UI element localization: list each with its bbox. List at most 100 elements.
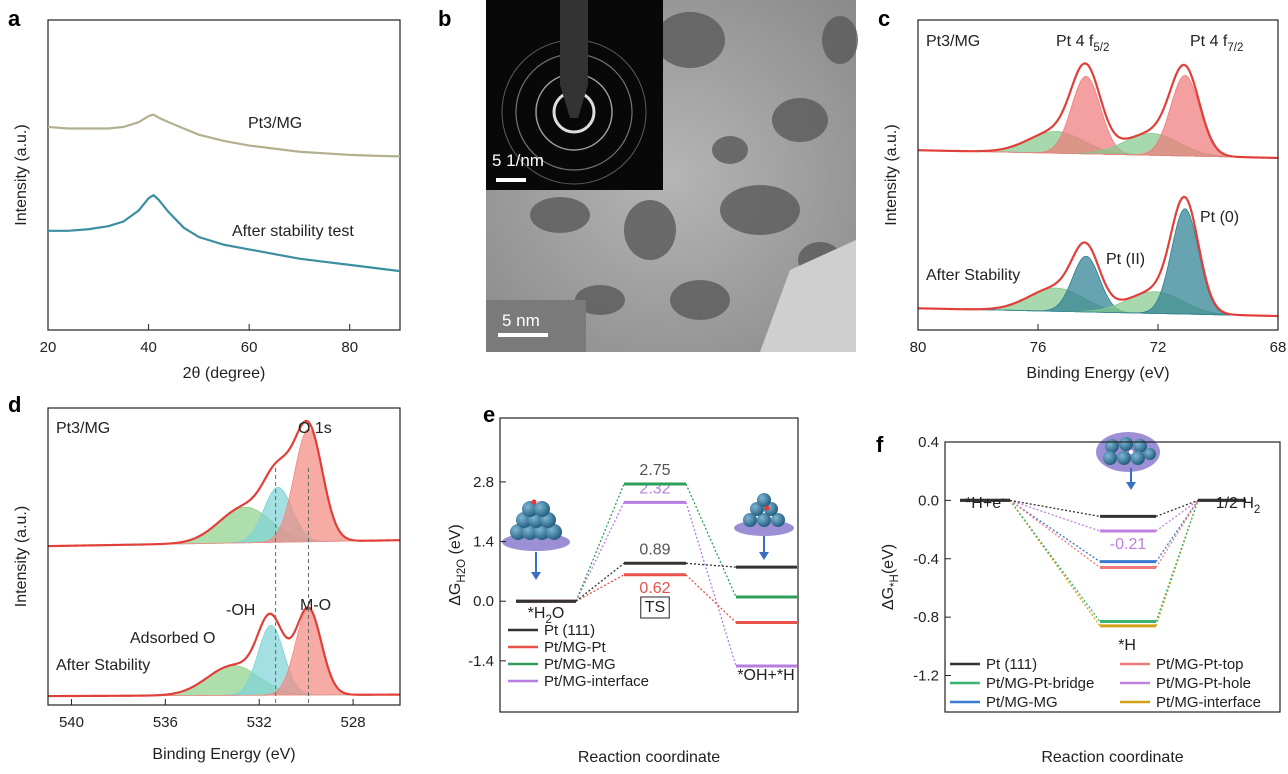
connector (1009, 499, 1101, 569)
stage-label-part: 2 (545, 614, 551, 626)
connector (685, 483, 737, 598)
x-tick-label: 60 (241, 339, 258, 356)
annotation-part: Adsorbed O (130, 630, 215, 647)
annotation: M-O (300, 597, 331, 614)
series-label: After stability test (232, 223, 354, 240)
connector (575, 483, 625, 602)
value-label: -0.21 (1110, 536, 1147, 553)
connector (1155, 500, 1199, 568)
y-axis-label: Intensity (a.u.) (13, 124, 30, 225)
annotation: O 1s (298, 420, 332, 437)
y-tick-label: -1.4 (468, 653, 494, 670)
annotation-part: Pt3/MG (56, 420, 110, 437)
axes-frame (917, 19, 1279, 331)
fit-envelope (917, 62, 1279, 160)
y-tick-label: -0.4 (913, 551, 939, 568)
stage-label: *OH+*H (737, 667, 794, 684)
x-axis-label: Reaction coordinate (1041, 749, 1183, 766)
connector (1009, 499, 1101, 518)
panel-letter: d (8, 392, 21, 417)
legend-label: Pt/MG-Pt-bridge (986, 675, 1094, 692)
value-label: 2.75 (639, 462, 670, 479)
legend-label: Pt/MG-Pt-top (1156, 656, 1244, 673)
annotation-part: Pt (II) (1106, 251, 1145, 268)
value-label: 0.62 (639, 580, 670, 597)
legend-label: Pt (111) (544, 622, 595, 639)
x-axis-label: Binding Energy (eV) (1026, 365, 1169, 382)
connector (1009, 499, 1101, 622)
x-axis-label: Binding Energy (eV) (152, 746, 295, 763)
stage-label-part: *H (1118, 637, 1136, 654)
annotation-part: Pt 4 f (1056, 33, 1094, 50)
x-tick-label: 540 (59, 714, 84, 731)
x-tick-label: 40 (140, 339, 157, 356)
connector (1155, 499, 1199, 518)
connector (685, 574, 737, 623)
axes-frame (47, 19, 401, 331)
cluster (502, 499, 570, 580)
y-tick-label: 0.4 (918, 434, 939, 451)
stage-label-part: *H (528, 605, 546, 622)
panel-letter: a (8, 6, 21, 31)
stage-label-part: *OH+*H (737, 667, 794, 684)
annotation-part: After Stability (56, 657, 150, 674)
x-tick-label: 528 (341, 714, 366, 731)
annotation: After Stability (56, 657, 150, 674)
stage-box (640, 596, 670, 619)
cluster (1096, 432, 1160, 490)
x-tick-label: 72 (1150, 339, 1167, 356)
y-axis-label-part: (eV) (447, 524, 464, 559)
annotation: After Stability (926, 267, 1020, 284)
micrograph: 5 1/nm 5 nm b (438, 0, 858, 352)
connector (685, 502, 737, 667)
legend-label: Pt/MG-MG (986, 694, 1058, 711)
scale-box (486, 300, 586, 352)
annotation: Pt 4 f5/2 (1056, 33, 1109, 54)
legend-label: Pt/MG-interface (544, 673, 649, 690)
cluster-models (502, 432, 1160, 580)
annotation: Pt (II) (1106, 251, 1145, 268)
x-tick-label: 76 (1030, 339, 1047, 356)
annotation-part: M-O (300, 597, 331, 614)
connector (685, 562, 737, 568)
connector (1009, 499, 1101, 627)
stage-label: TS (645, 599, 665, 616)
x-tick-label: 536 (153, 714, 178, 731)
stage-label-part: 1/2 H (1216, 495, 1254, 512)
fit-envelope (917, 195, 1279, 318)
panel-letter: e (483, 402, 495, 427)
panel-letter: f (876, 432, 884, 457)
connector (1155, 500, 1199, 563)
legend-label: Pt/MG-interface (1156, 694, 1261, 711)
annotation-part: -OH (226, 602, 255, 619)
stage-label-part: 2 (1254, 504, 1260, 516)
annotation-part: Pt3/MG (926, 33, 980, 50)
y-axis-label-part: ΔG (880, 587, 897, 610)
axes-frame (944, 441, 1281, 713)
connector (575, 574, 625, 602)
scale-bar (498, 333, 548, 337)
x-tick-label: 532 (247, 714, 272, 731)
cluster (734, 493, 794, 560)
annotation-part: 7/2 (1227, 42, 1243, 54)
stage-label: *H (1118, 637, 1136, 654)
y-tick-label: 0.0 (918, 492, 939, 509)
connector (1155, 500, 1199, 622)
stage-label-part: O (552, 605, 564, 622)
x-tick-label: 20 (40, 339, 57, 356)
y-tick-label: 2.8 (473, 474, 494, 491)
y-tick-label: -1.2 (913, 668, 939, 685)
fit-envelope (47, 419, 401, 548)
y-axis-label-part: H2O (456, 559, 468, 583)
scale-label: 5 nm (502, 311, 540, 330)
stage-label-part: - (1001, 493, 1005, 505)
y-axis-label: Intensity (a.u.) (883, 124, 900, 225)
inset-scale-label: 5 1/nm (492, 151, 544, 170)
annotation-part: 5/2 (1093, 42, 1109, 54)
connector (1009, 499, 1101, 532)
y-axis-label: ΔGH2O (eV) (447, 524, 468, 606)
legend-label: Pt/MG-MG (544, 656, 616, 673)
annotation-part: After Stability (926, 267, 1020, 284)
